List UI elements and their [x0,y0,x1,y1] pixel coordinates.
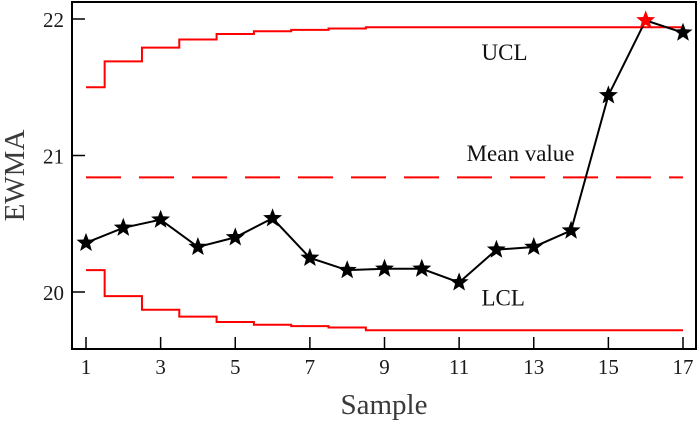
y-tick-label: 22 [43,8,64,32]
control-limits [86,26,683,332]
ewma-point-marker [263,208,283,227]
ewma-point-marker [524,237,544,255]
ewma-point-marker [412,258,432,277]
lcl-line [86,269,683,332]
annotation-mean-value: Mean value [467,141,575,166]
annotations: UCL Mean value LCL [467,40,575,311]
ewma-point-marker [76,232,96,251]
ewma-line [85,19,684,284]
x-tick-label: 9 [379,355,390,379]
ewma-point-marker [225,227,245,246]
x-tick-label: 13 [523,355,544,379]
x-axis-title: Sample [341,389,428,421]
y-axis-title: EWMA [0,130,31,222]
y-tick-label: 20 [43,281,64,305]
annotation-lcl: LCL [482,286,525,311]
ucl-line [86,26,683,89]
ewma-point-marker [375,258,394,277]
ewma-series [76,10,693,291]
x-tick-label: 17 [673,355,694,379]
x-tick-label: 7 [305,355,316,379]
ewma-point-marker [486,239,506,258]
x-tick-label: 3 [155,355,166,379]
ewma-point-marker [188,237,208,255]
ewma-point-marker [449,272,469,291]
ewma-point-marker [598,85,618,104]
ewma-point-marker [561,220,581,239]
ewma-point-marker [337,260,357,279]
ewma-point-marker [300,247,320,266]
ewma-point-marker [113,217,133,236]
y-tick-label: 21 [43,145,64,169]
out-of-control-point-marker [636,10,656,29]
ewma-point-marker [673,22,693,41]
x-tick-label: 1 [81,355,92,379]
y-axis-ticks: 20 21 22 [43,8,85,305]
plot-frame [71,1,697,350]
ewma-point-marker [151,209,171,228]
x-tick-label: 15 [598,355,619,379]
x-tick-label: 11 [449,355,469,379]
x-axis-ticks: 1 3 5 7 9 11 13 15 17 [81,337,694,379]
annotation-ucl: UCL [482,40,528,65]
x-tick-label: 5 [230,355,241,379]
plot-area [71,1,697,350]
